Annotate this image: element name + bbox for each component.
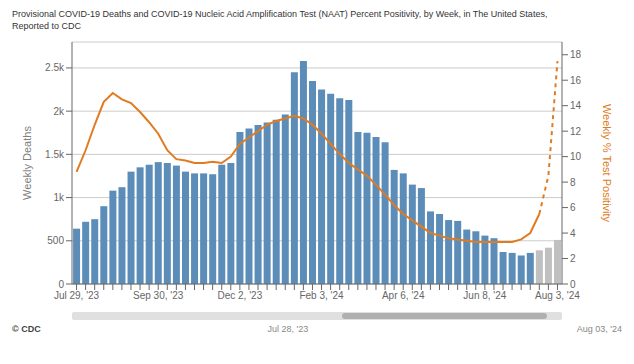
svg-text:Feb 3, '24: Feb 3, '24 [299,290,344,301]
html-text:Reported to CDC: Reported to CDC [12,21,81,31]
svg-text:4: 4 [570,228,576,239]
svg-text:2k: 2k [53,106,65,117]
svg-text:1k: 1k [53,192,65,203]
html-text:Jul 28, '23: Jul 28, '23 [267,324,309,334]
svg-text:14: 14 [570,100,582,111]
svg-text:0: 0 [58,279,64,290]
svg-text:Apr 6, '24: Apr 6, '24 [382,290,425,301]
svg-text:2.5k: 2.5k [45,62,65,73]
svg-text:2: 2 [570,253,576,264]
svg-text:10: 10 [570,151,582,162]
svg-text:1.5k: 1.5k [45,149,65,160]
html-text:© CDC: © CDC [12,324,41,334]
svg-text:18: 18 [570,49,582,60]
html-text:Aug 03, '24: Aug 03, '24 [576,324,622,334]
svg-text:Jul 29, '23: Jul 29, '23 [54,290,100,301]
svg-text:16: 16 [570,75,582,86]
svg-text:0: 0 [570,279,576,290]
svg-text:8: 8 [570,177,576,188]
svg-text:Jun 8, '24: Jun 8, '24 [463,290,506,301]
svg-text:Sep 30, '23: Sep 30, '23 [133,290,184,301]
svg-text:Weekly % Test Positivity: Weekly % Test Positivity [601,104,613,223]
svg-text:6: 6 [570,202,576,213]
svg-text:Aug 3, '24: Aug 3, '24 [535,290,580,301]
svg-text:500: 500 [47,235,64,246]
html-text:Provisional COVID-19 Deaths an: Provisional COVID-19 Deaths and COVID-19… [12,9,548,19]
svg-text:12: 12 [570,126,582,137]
svg-text:Dec 2, '23: Dec 2, '23 [218,290,263,301]
svg-text:Weekly Deaths: Weekly Deaths [21,126,33,200]
